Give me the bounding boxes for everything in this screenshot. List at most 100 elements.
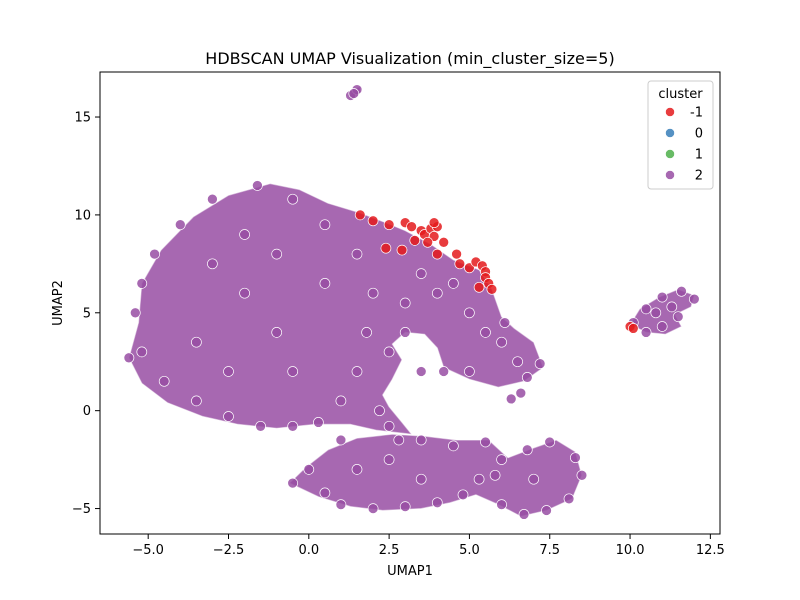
plot-frame (99, 71, 721, 535)
data-point (136, 278, 148, 289)
data-point (431, 497, 443, 509)
data-point (367, 503, 379, 514)
data-point (223, 411, 234, 422)
data-point (348, 88, 360, 99)
data-point (656, 291, 668, 303)
data-point (383, 454, 395, 465)
data-point (499, 317, 511, 328)
data-point (454, 258, 466, 270)
data-point (303, 464, 315, 475)
data-point (123, 352, 135, 364)
y-axis: −5 0 5 10 15 (72, 111, 100, 517)
data-point (640, 303, 652, 315)
y-tick-label: 0 (83, 404, 91, 419)
y-tick-label: −5 (72, 502, 91, 517)
x-tick-label: 2.5 (379, 543, 400, 558)
data-point (464, 307, 475, 319)
data-point (351, 366, 363, 377)
data-point (448, 440, 459, 452)
data-point (563, 493, 575, 505)
x-axis: −5.0 −2.5 0.0 2.5 5.0 7.5 10.0 12.5 (132, 534, 725, 558)
data-point (451, 248, 462, 260)
data-point (496, 336, 507, 348)
data-point (415, 473, 427, 485)
data-point (496, 499, 507, 510)
data-point (136, 346, 148, 358)
data-point (415, 268, 427, 279)
data-point (158, 375, 170, 387)
data-point (255, 420, 266, 432)
data-point (457, 489, 469, 501)
data-point (431, 287, 443, 299)
data-point (415, 366, 427, 377)
data-point (473, 473, 485, 485)
data-point (271, 248, 283, 260)
x-tick-label: 5.0 (459, 543, 480, 558)
data-point (287, 366, 299, 377)
data-point (399, 327, 411, 338)
y-tick-label: 10 (74, 208, 91, 223)
data-point (672, 311, 684, 323)
data-point (335, 395, 347, 407)
data-point (656, 321, 668, 332)
legend-label: 2 (695, 169, 703, 184)
data-point (521, 444, 533, 456)
data-point (287, 193, 299, 205)
x-tick-label: 10.0 (616, 543, 645, 558)
data-point (415, 434, 427, 446)
data-point (239, 229, 250, 240)
legend-marker (665, 170, 675, 180)
data-point (534, 358, 546, 370)
data-point (313, 417, 324, 428)
data-point (374, 405, 385, 417)
data-point (431, 248, 443, 260)
data-point (319, 487, 331, 499)
data-point (505, 393, 517, 405)
x-tick-label: 0.0 (298, 543, 319, 558)
data-point (380, 242, 392, 254)
data-point (191, 395, 202, 407)
data-point (383, 346, 395, 358)
data-point (640, 327, 652, 338)
legend-box (647, 80, 714, 190)
legend-label: 1 (695, 148, 703, 163)
data-point (666, 301, 678, 313)
data-point (174, 219, 186, 231)
data-point (464, 366, 475, 377)
data-point (319, 278, 331, 289)
data-point (393, 434, 405, 446)
data-point (438, 366, 450, 377)
data-point (528, 473, 540, 485)
data-point (688, 293, 700, 305)
y-tick-label: 15 (74, 111, 91, 126)
chart-title: HDBSCAN UMAP Visualization (min_cluster_… (205, 49, 614, 69)
cluster-region (629, 288, 695, 335)
legend-marker (665, 149, 675, 159)
data-point (361, 327, 372, 338)
data-point (129, 307, 141, 319)
data-point (383, 219, 395, 231)
points-layer (123, 84, 700, 520)
cluster-region (288, 433, 583, 517)
data-point (627, 323, 639, 334)
data-point (367, 287, 379, 299)
data-point (207, 258, 218, 270)
point-cloud-layer (128, 86, 695, 517)
y-tick-label: 5 (83, 306, 91, 321)
data-point (422, 236, 434, 248)
data-point (399, 297, 411, 309)
data-point (367, 215, 379, 227)
legend-label: 0 (695, 127, 703, 142)
data-point (223, 366, 234, 377)
data-point (496, 454, 507, 465)
data-point (351, 464, 363, 475)
data-point (480, 436, 491, 448)
data-point (396, 244, 408, 256)
data-point (541, 505, 552, 516)
data-point (576, 469, 588, 481)
x-tick-label: 12.5 (696, 543, 725, 558)
data-point (207, 193, 218, 205)
data-point (521, 372, 533, 383)
data-point (351, 248, 363, 260)
